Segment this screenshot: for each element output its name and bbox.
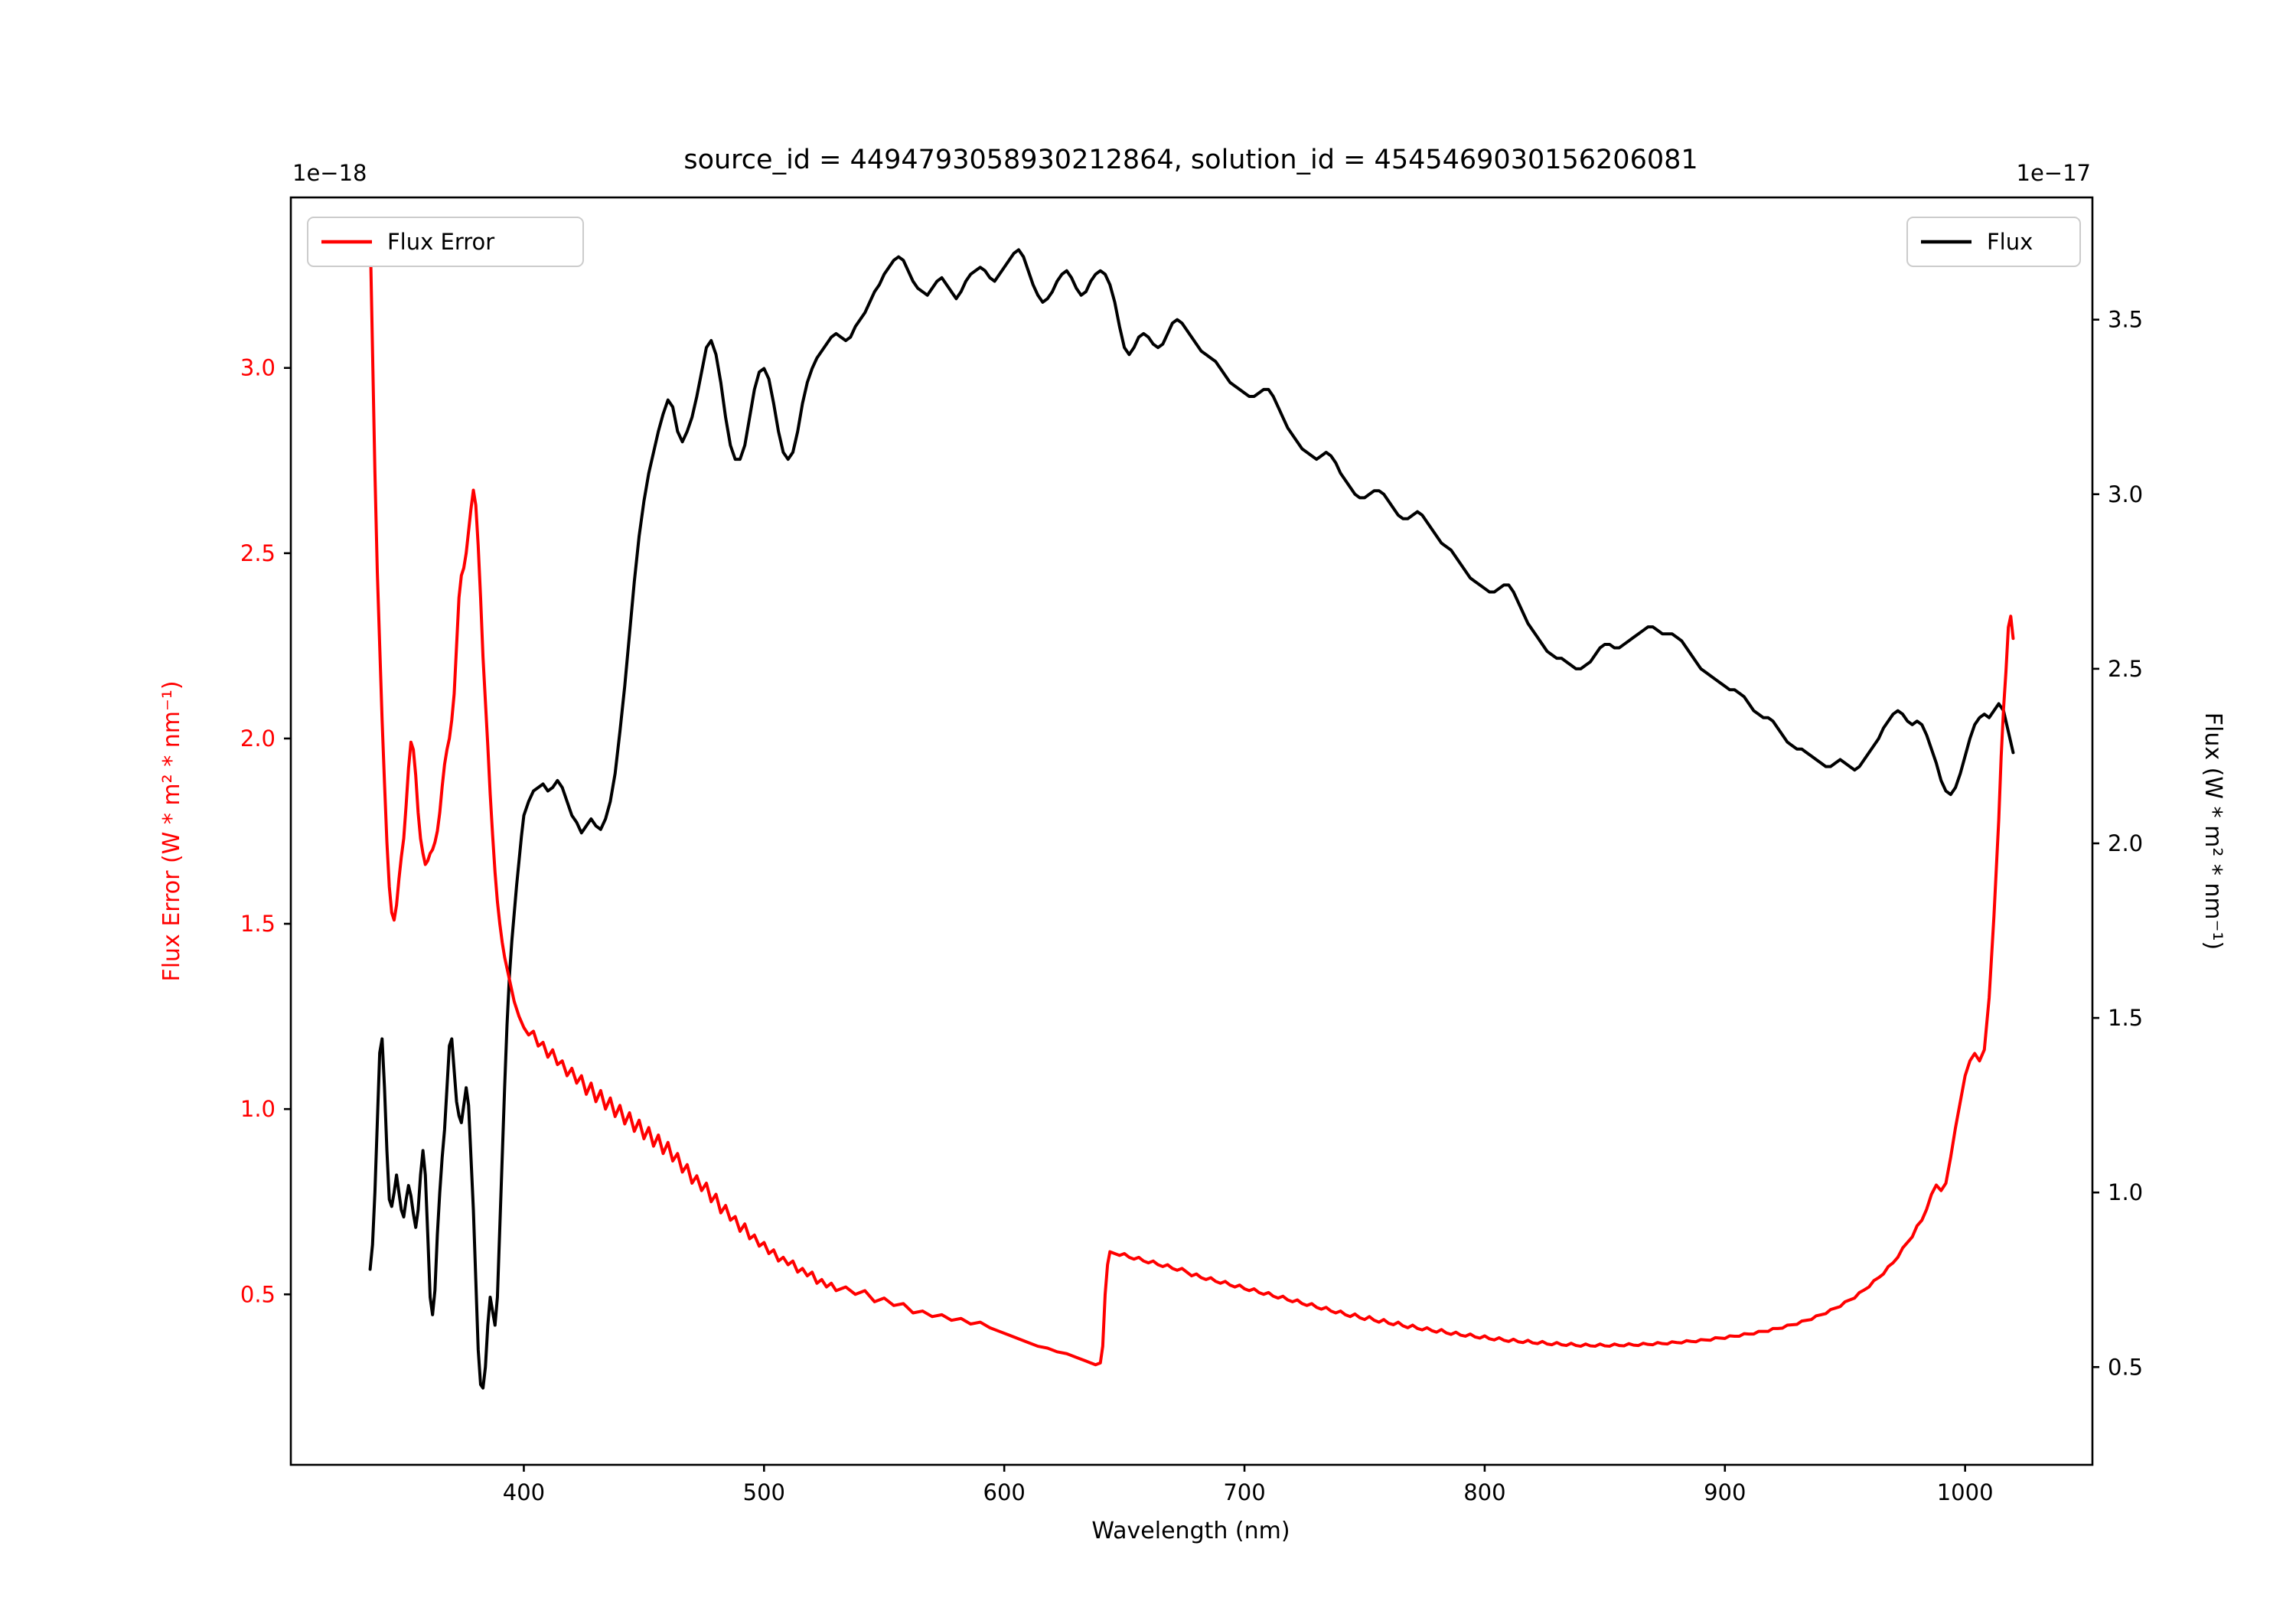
right-tick-label-3: 2.0 xyxy=(2108,830,2143,856)
left-tick-label-5: 3.0 xyxy=(240,355,276,381)
x-tick-label-1000: 1000 xyxy=(1937,1479,1994,1505)
left-tick-label-4: 2.5 xyxy=(240,540,276,566)
right-tick-label-1: 1.0 xyxy=(2108,1179,2143,1205)
plot-border xyxy=(289,196,2094,1466)
left-y-axis-label: Flux Error (W * m² * nm⁻¹) xyxy=(158,680,185,981)
right-tick-label-2: 1.5 xyxy=(2108,1005,2143,1031)
x-tick-label-600: 600 xyxy=(983,1479,1026,1505)
legend-flux-box xyxy=(1906,217,2081,267)
x-tick-label-800: 800 xyxy=(1463,1479,1505,1505)
x-tick-label-900: 900 xyxy=(1704,1479,1746,1505)
left-tick-label-1: 1.0 xyxy=(240,1096,276,1122)
right-tick-label-6: 3.5 xyxy=(2108,307,2143,333)
left-axis-ticks: 0.5 1.0 1.5 2.0 2.5 3.0 xyxy=(240,355,291,1307)
x-tick-label-500: 500 xyxy=(743,1479,785,1505)
x-axis-label: Wavelength (nm) xyxy=(1091,1518,1290,1544)
legend-flux: Flux xyxy=(1906,217,2081,267)
left-tick-label-3: 2.0 xyxy=(240,726,276,752)
right-axis-offset-label: 1e−17 xyxy=(2017,160,2092,186)
right-tick-label-5: 3.0 xyxy=(2108,481,2143,507)
right-tick-label-0: 0.5 xyxy=(2108,1354,2143,1380)
series-lines xyxy=(368,225,2015,1390)
series-line-flux-error xyxy=(368,225,2015,1367)
right-axis-ticks: 0.5 1.0 1.5 2.0 2.5 3.0 3.5 xyxy=(2092,307,2143,1380)
legend-flux-error-label: Flux Error xyxy=(387,229,494,255)
right-y-axis-label: Flux (W * m² * nm⁻¹) xyxy=(2200,713,2226,950)
x-axis-ticks: 400 500 600 700 800 900 1000 xyxy=(503,1465,1994,1505)
legend-flux-label: Flux xyxy=(1987,229,2033,255)
right-tick-label-4: 2.5 xyxy=(2108,656,2143,682)
left-axis-offset-label: 1e−18 xyxy=(292,160,367,186)
left-tick-label-2: 1.5 xyxy=(240,911,276,937)
x-tick-label-700: 700 xyxy=(1223,1479,1265,1505)
legend-flux-error-box xyxy=(307,217,584,267)
left-tick-label-0: 0.5 xyxy=(240,1281,276,1307)
series-line-flux xyxy=(368,248,2015,1390)
chart-title: source_id = 4494793058930212864, solutio… xyxy=(683,145,1698,175)
legend-flux-error: Flux Error xyxy=(307,217,584,267)
x-tick-label-400: 400 xyxy=(503,1479,545,1505)
